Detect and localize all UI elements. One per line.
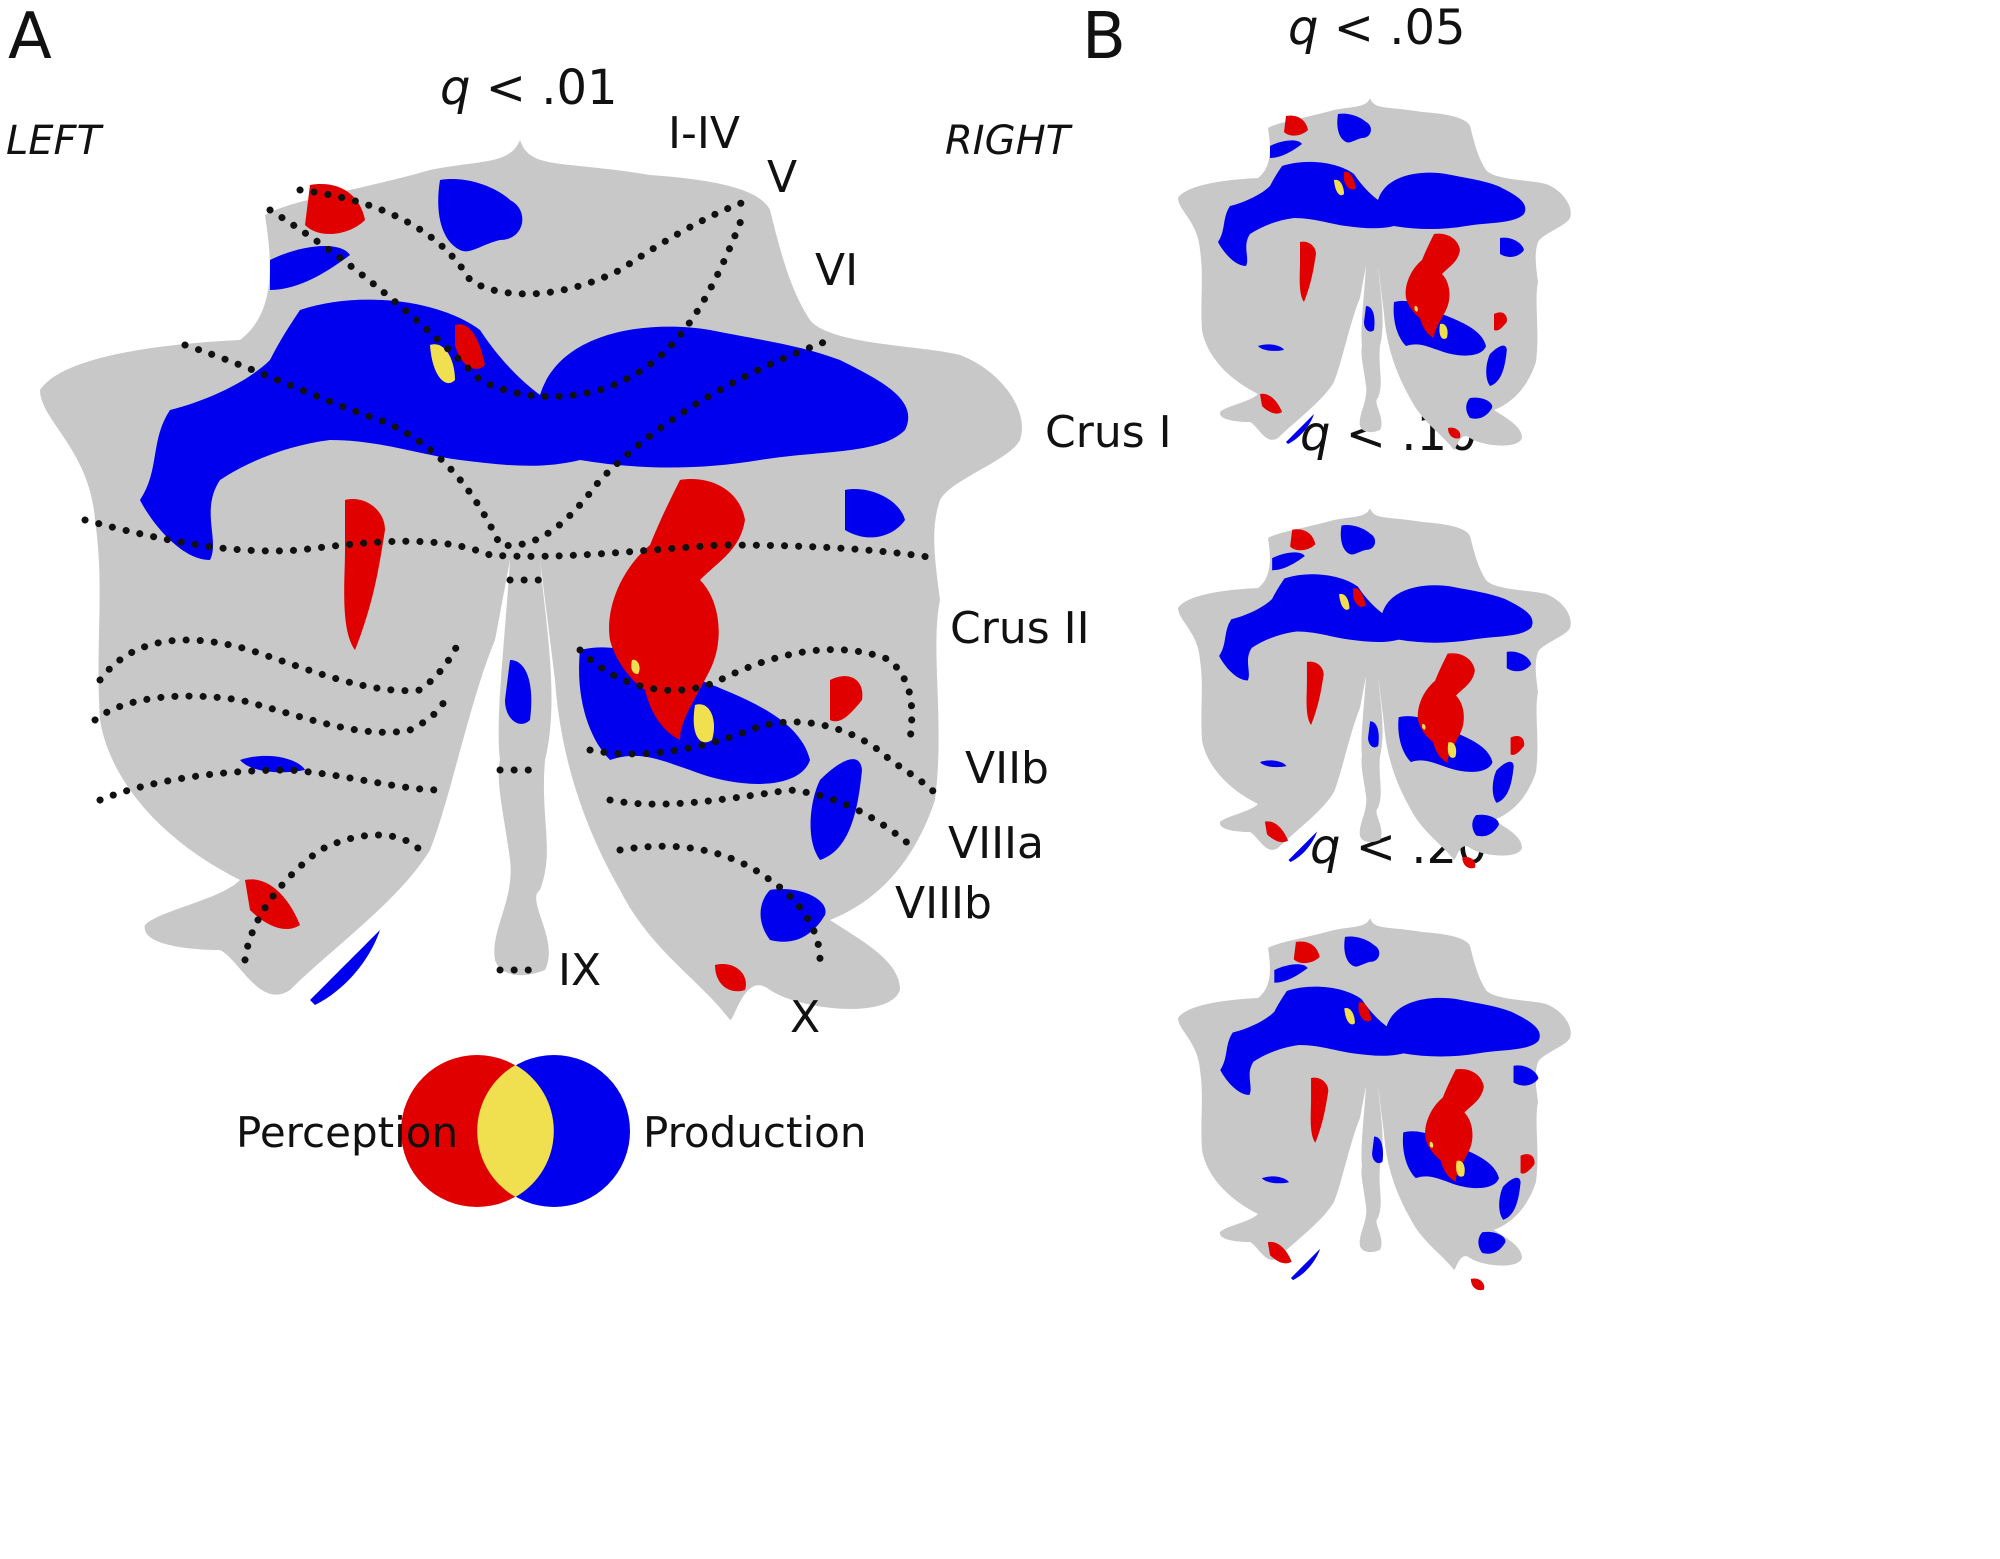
panel-a-threshold: q < .01 [440,60,618,116]
legend-perception-label: Perception [236,1108,458,1157]
lobule-boundaries-a [81,186,944,974]
legend-production-label: Production [643,1108,866,1157]
lobule-label-ix: IX [558,945,601,996]
left-hemisphere-label: LEFT [6,118,105,164]
lobule-label-i-iv: I-IV [668,108,740,159]
cerebellar-flatmap-b1 [1178,98,1571,450]
cerebellar-flatmap-b3 [1178,918,1571,1291]
lobule-label-x: X [790,992,820,1043]
lobule-labels-a: I-IV V VI Crus I Crus II VIIb VIIIa VIII… [558,108,1172,1043]
cerebellar-flatmap-a [40,140,1022,1020]
lobule-label-crus-i: Crus I [1045,407,1172,458]
lobule-label-viib: VIIb [965,743,1049,794]
lobule-label-v: V [767,152,797,203]
panel-b-letter: B [1082,0,1126,74]
panel-a-letter: A [8,0,52,74]
panel-b-threshold-1: q < .05 [1288,0,1466,56]
right-hemisphere-label: RIGHT [945,118,1074,164]
lobule-label-viiib: VIIIb [895,878,992,929]
lobule-label-vi: VI [815,245,858,296]
legend-overlap-lens [477,1065,554,1197]
legend: Perception Production [236,1055,866,1207]
lobule-label-viiia: VIIIa [948,818,1044,869]
lobule-label-crus-ii: Crus II [950,603,1090,654]
cerebellar-flatmap-b2 [1178,508,1571,869]
